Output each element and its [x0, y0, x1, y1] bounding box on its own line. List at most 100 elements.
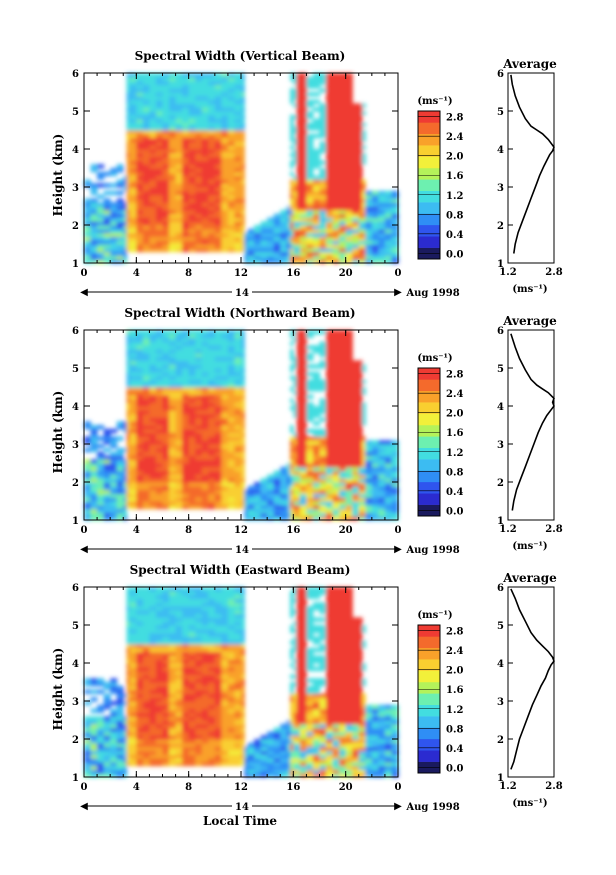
- heatmap-cell: [276, 217, 281, 222]
- heatmap-cell: [185, 141, 190, 146]
- heatmap-cell: [139, 375, 144, 380]
- heatmap-cell: [391, 240, 396, 245]
- heatmap-cell: [162, 447, 167, 453]
- heatmap-cell: [139, 504, 144, 510]
- heatmap-cell: [185, 164, 190, 169]
- heatmap-cell: [175, 478, 180, 483]
- heatmap-cell: [172, 240, 177, 245]
- heatmap-cell: [293, 206, 298, 211]
- heatmap-cell: [218, 103, 222, 108]
- heatmap-cell: [172, 187, 177, 192]
- heatmap-cell: [384, 232, 389, 237]
- heatmap-cell: [185, 84, 190, 89]
- heatmap-cell: [152, 232, 157, 237]
- heatmap-cell: [142, 379, 147, 384]
- heatmap-cell: [290, 145, 294, 150]
- heatmap-cell: [191, 168, 196, 173]
- heatmap-cell: [133, 440, 137, 445]
- heatmap-cell: [329, 209, 334, 215]
- heatmap-cell: [391, 198, 396, 203]
- heatmap-cell: [191, 198, 196, 203]
- heatmap-cell: [133, 88, 137, 93]
- heatmap-cell: [188, 152, 193, 158]
- heatmap-cells: [84, 330, 399, 521]
- heatmap-cell: [178, 371, 183, 377]
- heatmap-cell: [172, 209, 177, 215]
- heatmap-cell: [123, 225, 128, 230]
- heatmap-cell: [159, 95, 164, 101]
- heatmap-cell: [136, 474, 141, 479]
- heatmap-cell: [159, 244, 164, 249]
- heatmap-cell: [352, 228, 357, 234]
- heatmap-cell: [208, 225, 213, 230]
- heatmap-cell: [136, 375, 141, 380]
- heatmap-cell: [368, 247, 373, 253]
- heatmap-cell: [198, 402, 203, 407]
- heatmap-cell: [142, 451, 147, 456]
- heatmap-cell: [191, 80, 196, 85]
- heatmap-cell: [116, 244, 121, 249]
- heatmap-cell: [159, 232, 164, 237]
- heatmap-cell: [159, 145, 164, 150]
- heatmap-cell: [260, 236, 265, 241]
- heatmap-cell: [182, 118, 186, 123]
- heatmap-cell: [188, 375, 193, 380]
- heatmap-cell: [355, 251, 360, 256]
- heatmap-cell: [384, 190, 389, 196]
- heatmap-cell: [97, 228, 101, 234]
- heatmap-cell: [178, 440, 183, 445]
- heatmap-cell: [270, 225, 275, 230]
- heatmap-cell: [182, 428, 186, 434]
- heatmap-cell: [312, 251, 317, 256]
- heatmap-cell: [345, 126, 350, 131]
- heatmap-cell: [237, 149, 242, 154]
- heatmap-cell: [208, 398, 213, 403]
- heatmap-cell: [175, 141, 180, 146]
- heatmap-cell: [201, 330, 206, 335]
- heatmap-cell: [316, 194, 321, 199]
- heatmap-cell: [234, 228, 239, 234]
- heatmap-cell: [316, 122, 321, 127]
- heatmap-cell: [149, 432, 154, 437]
- heatmap-cell: [142, 141, 147, 146]
- heatmap-cell: [388, 228, 393, 234]
- heatmap-cell: [218, 213, 222, 218]
- heatmap-cell: [280, 244, 285, 249]
- heatmap-cell: [116, 168, 121, 173]
- heatmap-cell: [201, 417, 206, 422]
- heatmap-cell: [149, 421, 154, 426]
- heatmap-cell: [110, 251, 115, 256]
- heatmap-cell: [188, 247, 193, 253]
- heatmap-cell: [175, 232, 180, 237]
- heatmap-cell: [175, 114, 180, 120]
- heatmap-cell: [126, 390, 131, 396]
- heatmap-cell: [142, 111, 147, 116]
- heatmap-cell: [126, 149, 131, 154]
- heatmap-cell: [136, 413, 141, 418]
- heatmap-cell: [224, 130, 229, 135]
- heatmap-cell: [290, 179, 294, 184]
- heatmap-cell: [182, 459, 186, 464]
- heatmap-cell: [208, 95, 213, 101]
- heatmap-cell: [169, 482, 173, 487]
- heatmap-cell: [303, 232, 308, 237]
- heatmap-cell: [126, 333, 131, 339]
- heatmap-cell: [218, 107, 222, 112]
- heatmap-cell: [237, 168, 242, 173]
- heatmap-cell: [162, 183, 167, 188]
- heatmap-cell: [142, 130, 147, 135]
- heatmap-cell: [155, 447, 160, 453]
- heatmap-cell: [139, 244, 144, 249]
- heatmap-cell: [146, 206, 151, 211]
- heatmap-cell: [388, 221, 393, 226]
- heatmap-cell: [335, 99, 340, 104]
- heatmap-cell: [198, 436, 203, 441]
- heatmap-cell: [306, 145, 311, 150]
- heatmap-cell: [329, 164, 334, 169]
- heatmap-cell: [329, 168, 334, 173]
- heatmap-cell: [358, 194, 363, 199]
- heatmap-cell: [293, 95, 298, 101]
- heatmap-cell: [149, 190, 154, 196]
- heatmap-cell: [119, 190, 124, 196]
- heatmap-cell: [149, 244, 154, 249]
